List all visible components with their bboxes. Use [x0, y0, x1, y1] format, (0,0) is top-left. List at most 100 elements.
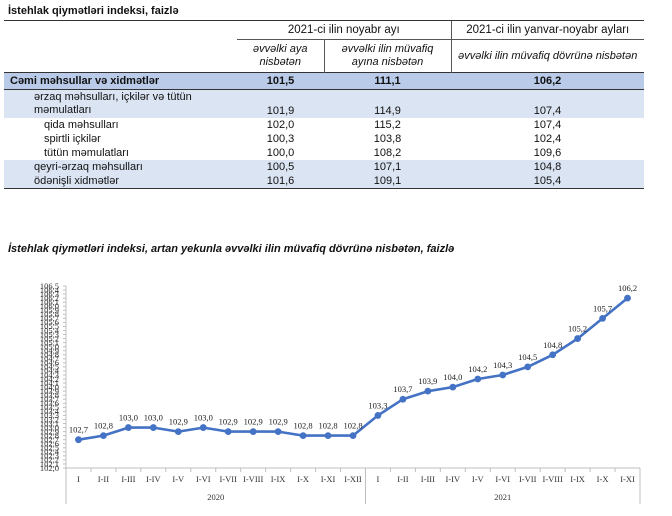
row-value: 109,6 — [451, 146, 644, 160]
y-tick-label: 104,3 — [40, 370, 59, 380]
y-tick-label: 105,8 — [40, 309, 59, 319]
data-label: 103,3 — [368, 400, 387, 410]
data-point — [624, 294, 631, 302]
table-row: Cəmi məhsullar və xidmətlər 101,5 111,1 … — [4, 72, 644, 90]
x-tick-label: I — [77, 474, 80, 484]
data-point — [124, 424, 132, 431]
row-value: 111,1 — [324, 72, 451, 90]
y-tick-label: 102,0 — [40, 463, 59, 473]
data-label: 102,9 — [219, 417, 238, 427]
row-value: 102,0 — [237, 118, 324, 132]
y-tick-label: 102,6 — [40, 439, 59, 449]
data-point — [474, 375, 482, 383]
header-blank — [4, 20, 237, 40]
data-point — [249, 428, 257, 435]
y-tick-label: 103,8 — [40, 390, 59, 400]
table-row: qeyri-ərzaq məhsulları 100,5 107,1 104,8 — [4, 160, 644, 174]
y-tick-label: 104,5 — [40, 362, 59, 372]
data-point — [199, 424, 207, 431]
y-tick-label: 105,7 — [40, 313, 59, 323]
header-col-prev-month: əvvəlki aya nisbətən — [237, 39, 324, 73]
data-label: 102,8 — [94, 421, 113, 431]
y-tick-label: 106,4 — [40, 285, 60, 295]
y-tick-label: 104,7 — [40, 354, 59, 364]
row-value: 107,4 — [451, 118, 644, 132]
data-label: 103,0 — [144, 413, 163, 423]
y-tick-label: 104,2 — [40, 374, 59, 384]
data-point — [399, 395, 407, 403]
row-value: 104,8 — [451, 160, 644, 174]
y-tick-label: 103,1 — [40, 418, 59, 428]
x-tick-label: I-III — [121, 474, 135, 484]
data-label: 102,8 — [343, 421, 362, 431]
header-group-november: 2021-ci ilin noyabr ayı — [237, 20, 451, 40]
row-value: 100,3 — [237, 132, 324, 146]
x-tick-label: I-V — [472, 474, 485, 484]
x-tick-label: I-II — [98, 474, 109, 484]
data-label: 102,8 — [318, 421, 337, 431]
data-label: 102,7 — [69, 425, 88, 435]
data-label: 104,5 — [518, 352, 537, 362]
data-point — [449, 383, 457, 391]
y-tick-label: 102,8 — [40, 430, 59, 440]
row-value: 107,1 — [324, 160, 451, 174]
data-label: 103,0 — [119, 413, 138, 423]
row-label: ödənişli xidmətlər — [4, 174, 237, 189]
y-tick-label: 104,1 — [40, 378, 59, 388]
data-point — [100, 432, 107, 440]
x-tick-label: I-XII — [344, 474, 362, 484]
data-label: 104,2 — [468, 364, 487, 374]
row-label: tütün məmulatları — [4, 146, 237, 160]
row-value: 101,6 — [237, 174, 324, 189]
data-point — [274, 428, 282, 435]
table-row: spirtli içkilər 100,3 103,8 102,4 — [4, 132, 644, 146]
y-tick-label: 103,0 — [40, 422, 59, 432]
row-value: 115,2 — [324, 118, 451, 132]
data-label: 105,2 — [568, 324, 587, 334]
x-tick-label: I-IX — [570, 474, 585, 484]
data-point — [174, 428, 182, 435]
y-tick-label: 103,2 — [40, 414, 59, 424]
row-value: 107,4 — [451, 89, 644, 118]
x-tick-label: I-V — [172, 474, 185, 484]
data-label: 102,9 — [244, 417, 263, 427]
data-label: 103,7 — [393, 384, 412, 394]
table-title: İstehlak qiymətləri indeksi, faizlə — [8, 5, 179, 17]
y-tick-label: 105,5 — [40, 321, 59, 331]
y-tick-label: 102,9 — [40, 426, 59, 436]
x-tick-label: I-VII — [519, 474, 537, 484]
y-tick-label: 104,6 — [40, 358, 59, 368]
x-tick-label: I-VI — [495, 474, 510, 484]
row-label: Cəmi məhsullar və xidmətlər — [4, 72, 237, 90]
data-point — [549, 351, 557, 359]
row-value: 101,5 — [237, 72, 324, 90]
row-value: 101,9 — [237, 89, 324, 118]
x-tick-label: I — [377, 474, 380, 484]
row-label: spirtli içkilər — [4, 132, 237, 146]
y-tick-label: 106,5 — [40, 281, 59, 291]
y-tick-label: 103,3 — [40, 410, 59, 420]
y-tick-label: 104,4 — [40, 366, 60, 376]
row-label: ərzaq məhsulları, içkilər və tütün məmul… — [4, 89, 237, 118]
row-value: 105,4 — [451, 174, 644, 189]
data-point — [324, 432, 332, 440]
header-col-prev-year-period: əvvəlki ilin müvafiq dövrünə nisbətən — [450, 39, 644, 73]
x-tick-label: I-VI — [196, 474, 211, 484]
x-tick-label: I-VIII — [543, 474, 563, 484]
data-point — [374, 412, 382, 419]
cpi-table: 2021-ci ilin noyabr ayı 2021-ci ilin yan… — [4, 20, 644, 189]
y-tick-label: 103,6 — [40, 398, 59, 408]
data-point — [149, 424, 157, 431]
y-tick-label: 102,2 — [40, 455, 59, 465]
data-point — [424, 387, 432, 395]
x-tick-label: I-XI — [321, 474, 336, 484]
x-tick-label: I-VIII — [243, 474, 263, 484]
data-point — [499, 371, 507, 379]
x-tick-label: I-IV — [446, 474, 461, 484]
x-tick-label: I-IV — [146, 474, 161, 484]
x-tick-label: I-X — [297, 474, 309, 484]
group-label: 2020 — [207, 492, 224, 502]
data-point — [299, 432, 307, 440]
y-tick-label: 106,2 — [40, 293, 59, 303]
